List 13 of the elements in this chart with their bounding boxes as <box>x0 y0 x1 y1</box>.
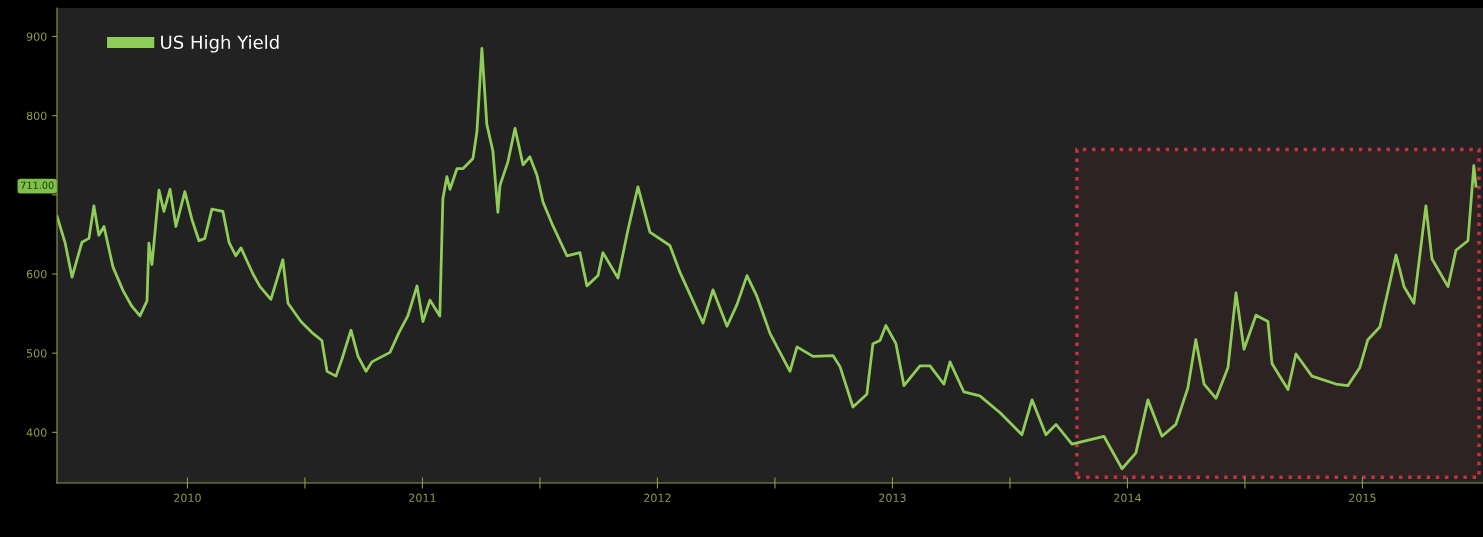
text: 711.00 <box>21 181 54 189</box>
x-tick-label: 2011 <box>409 493 436 503</box>
x-tick-label: 2012 <box>644 493 671 503</box>
legend-label: US High Yield <box>161 35 279 53</box>
x-tick-label: 2013 <box>879 493 906 503</box>
y-tick-label: 500 <box>26 349 47 358</box>
y-tick-label: 400 <box>26 428 47 437</box>
x-tick-label: 2015 <box>1349 493 1376 503</box>
y-tick-label: 900 <box>26 32 47 41</box>
x-tick-label: 2014 <box>1114 493 1141 503</box>
y-tick-label: 800 <box>26 111 47 121</box>
y-tick-label: 600 <box>26 269 47 279</box>
x-tick-label: 2010 <box>174 493 201 503</box>
